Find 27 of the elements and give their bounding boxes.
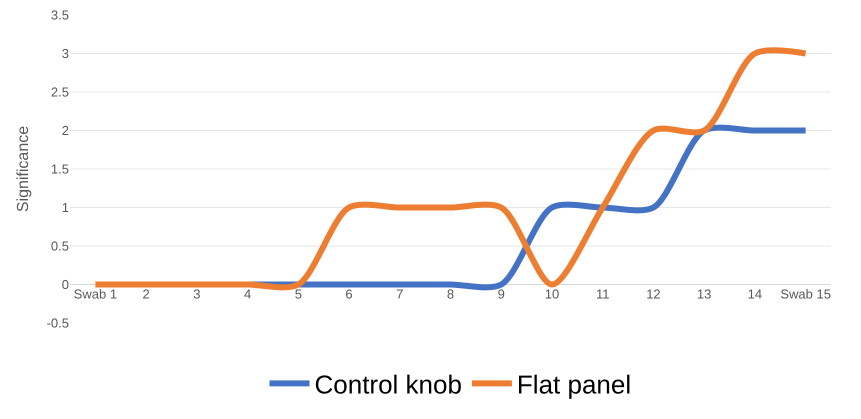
y-tick-label: 2 <box>62 123 69 138</box>
x-tick-label: 6 <box>345 286 353 302</box>
y-tick-label: -0.5 <box>46 316 69 331</box>
x-tick-label: 7 <box>396 286 404 302</box>
x-tick-label: 12 <box>646 286 661 302</box>
x-tick-label: 5 <box>294 286 302 302</box>
legend-label: Control knob <box>314 370 462 400</box>
x-tick-label: Swab 15 <box>780 286 831 302</box>
y-tick-label: 2.5 <box>50 84 69 100</box>
y-tick-label: 1.5 <box>50 162 69 177</box>
x-tick-label: 9 <box>498 286 505 302</box>
x-tick-label: 14 <box>748 286 762 302</box>
y-tick-label: 0.5 <box>50 238 69 254</box>
x-tick-label: 8 <box>446 286 454 302</box>
x-tick-label: 11 <box>596 286 610 302</box>
x-tick-label: 10 <box>544 286 560 302</box>
y-axis-title: Significance <box>15 126 32 212</box>
legend-label: Flat panel <box>516 370 632 400</box>
x-tick-label: 3 <box>193 286 200 302</box>
y-tick-label: 3 <box>62 46 69 62</box>
y-tick-label: 3.5 <box>50 8 69 23</box>
x-tick-label: 4 <box>244 286 252 302</box>
y-tick-label: 1 <box>62 200 69 216</box>
y-tick-label: 0 <box>62 277 69 292</box>
x-tick-label: 13 <box>696 286 712 302</box>
x-tick-label: 2 <box>142 286 150 302</box>
x-tick-label: Swab 1 <box>74 286 118 302</box>
